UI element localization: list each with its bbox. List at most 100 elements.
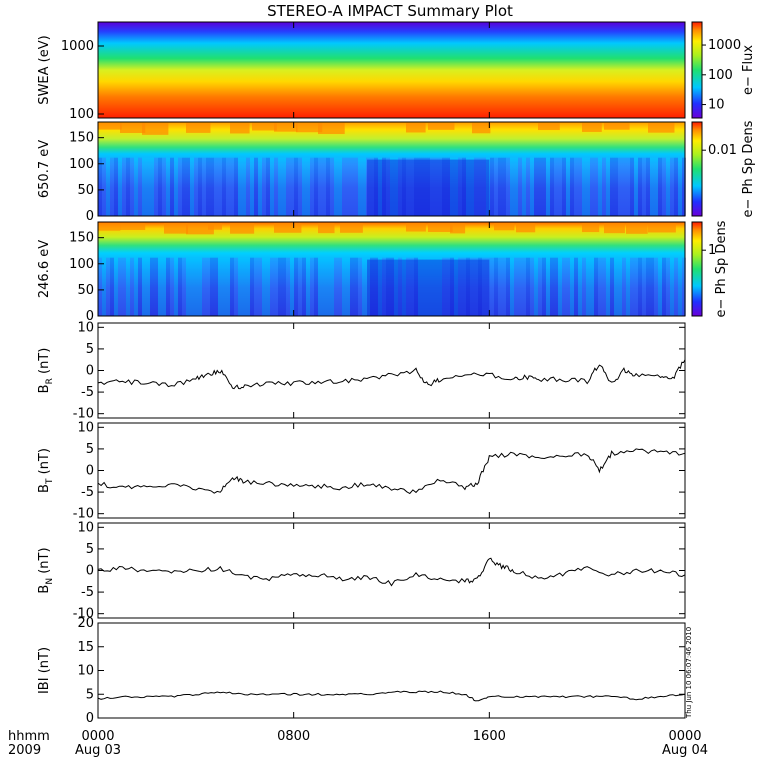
heatmap-hot-patch [186, 123, 211, 133]
heatmap-streak [270, 257, 274, 316]
heatmap-streak [246, 157, 250, 216]
heatmap-hot-patch [98, 223, 121, 231]
heatmap-streak [282, 157, 286, 216]
heatmap-streak [242, 257, 246, 316]
heatmap-streak [266, 157, 270, 216]
heatmap-streak [610, 257, 614, 316]
heatmap-streak [98, 157, 102, 216]
y-tick-label: 5 [86, 687, 94, 702]
heatmap-streak [350, 157, 354, 216]
heatmap-streak [194, 257, 198, 316]
heatmap-streak [258, 257, 262, 316]
heatmap-streak [358, 257, 362, 316]
heatmap-streak [226, 257, 230, 316]
heatmap-streak [214, 157, 218, 216]
heatmap-streak [166, 157, 170, 216]
heatmap-streak [382, 157, 386, 216]
heatmap-streak [566, 157, 570, 216]
heatmap-streak [674, 257, 678, 316]
heatmap-streak [206, 157, 210, 216]
series-line [97, 448, 686, 495]
heatmap-streak [294, 257, 298, 316]
heatmap-streak [534, 257, 538, 316]
heatmap-streak [550, 157, 554, 216]
panel-frame [97, 322, 686, 419]
heatmap-hot-patch [494, 223, 515, 231]
heatmap-hot-patch [296, 123, 323, 133]
heatmap-streak [122, 257, 126, 316]
heatmap-streak [258, 157, 262, 216]
heatmap-streak [102, 157, 106, 216]
heatmap-streak [606, 157, 610, 216]
heatmap-hot-patch [582, 223, 600, 233]
colorbar-tick-label: 1 [708, 243, 716, 258]
heatmap-streak [174, 157, 178, 216]
heatmap-streak [478, 157, 482, 216]
heatmap-streak [558, 257, 562, 316]
heatmap-streak [414, 257, 418, 316]
heatmap-streak [262, 257, 266, 316]
y-tick-label: 0 [86, 464, 94, 479]
heatmap-streak [306, 257, 310, 316]
heatmap-streak [658, 257, 662, 316]
heatmap-streak [442, 157, 446, 216]
heatmap-streak [350, 257, 354, 316]
heatmap-streak [574, 257, 578, 316]
heatmap-streak [326, 157, 330, 216]
heatmap-streak [422, 257, 426, 316]
heatmap-streak [254, 257, 258, 316]
heatmap-streak [122, 157, 126, 216]
heatmap-streak [470, 157, 474, 216]
y-tick-label: 50 [77, 283, 94, 298]
y-tick-label: 10 [77, 320, 94, 335]
heatmap-streak [98, 257, 102, 316]
x-tick-label: 0000 [81, 729, 114, 744]
y-axis-label: SWEA (eV) [37, 35, 52, 104]
panel-3: 1e− Ph Sp Dens 150 100 50 0 246.6 eV [37, 220, 729, 324]
x-left-label: hhmm [8, 729, 50, 744]
panel-4: 10 5 0 -5 -10 BR (nT) [37, 320, 686, 422]
heatmap-streak [542, 157, 546, 216]
heatmap-field [98, 22, 685, 118]
heatmap-streak [586, 157, 590, 216]
heatmap-streak [670, 157, 674, 216]
heatmap-streak [202, 157, 206, 216]
heatmap-streak [202, 257, 206, 316]
heatmap-streak [570, 157, 574, 216]
heatmap-streak [334, 257, 338, 316]
heatmap-streak [458, 257, 462, 316]
heatmap-streak [390, 257, 394, 316]
heatmap-hot-patch [406, 123, 426, 133]
y-tick-label: 0 [86, 364, 94, 379]
heatmap-streak [450, 257, 454, 316]
panel-frame [97, 121, 686, 217]
heatmap-streak [330, 157, 334, 216]
heatmap-streak [382, 257, 386, 316]
heatmap-streak [298, 257, 302, 316]
heatmap-streak [322, 157, 326, 216]
heatmap-streak [538, 257, 542, 316]
y-tick-label: 0 [86, 711, 94, 726]
heatmap-streak [510, 257, 514, 316]
heatmap-hot-patch [164, 223, 188, 234]
heatmap-streak [366, 157, 370, 216]
heatmap-streak [586, 257, 590, 316]
heatmap-streak [410, 257, 414, 316]
heatmap-streak [326, 257, 330, 316]
heatmap-streak [490, 257, 494, 316]
heatmap-streak [650, 257, 654, 316]
heatmap-hot-patch [472, 123, 491, 134]
heatmap-streak [182, 257, 186, 316]
y-tick-label: 5 [86, 542, 94, 557]
heatmap-hot-patch [406, 223, 426, 232]
heatmap-streak [190, 257, 194, 316]
heatmap-streak [158, 257, 162, 316]
heatmap-streak [190, 157, 194, 216]
heatmap-streak [266, 257, 270, 316]
heatmap-streak [574, 157, 578, 216]
y-tick-label: 10 [77, 664, 94, 679]
heatmap-streak [650, 157, 654, 216]
